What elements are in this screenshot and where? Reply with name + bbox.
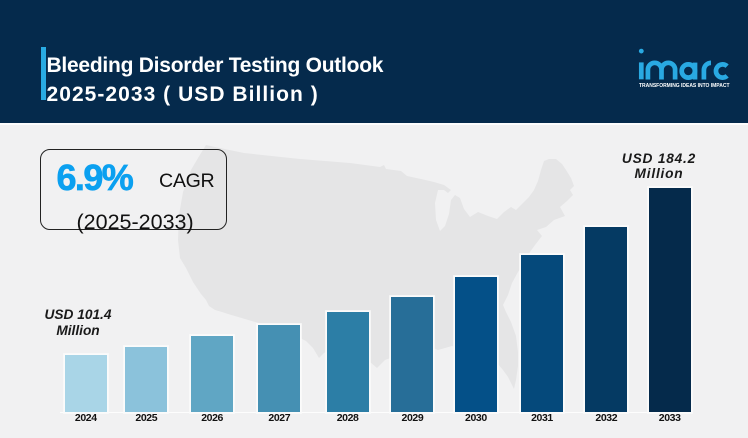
- svg-text:TRANSFORMING IDEAS INTO IMPACT: TRANSFORMING IDEAS INTO IMPACT: [639, 83, 730, 89]
